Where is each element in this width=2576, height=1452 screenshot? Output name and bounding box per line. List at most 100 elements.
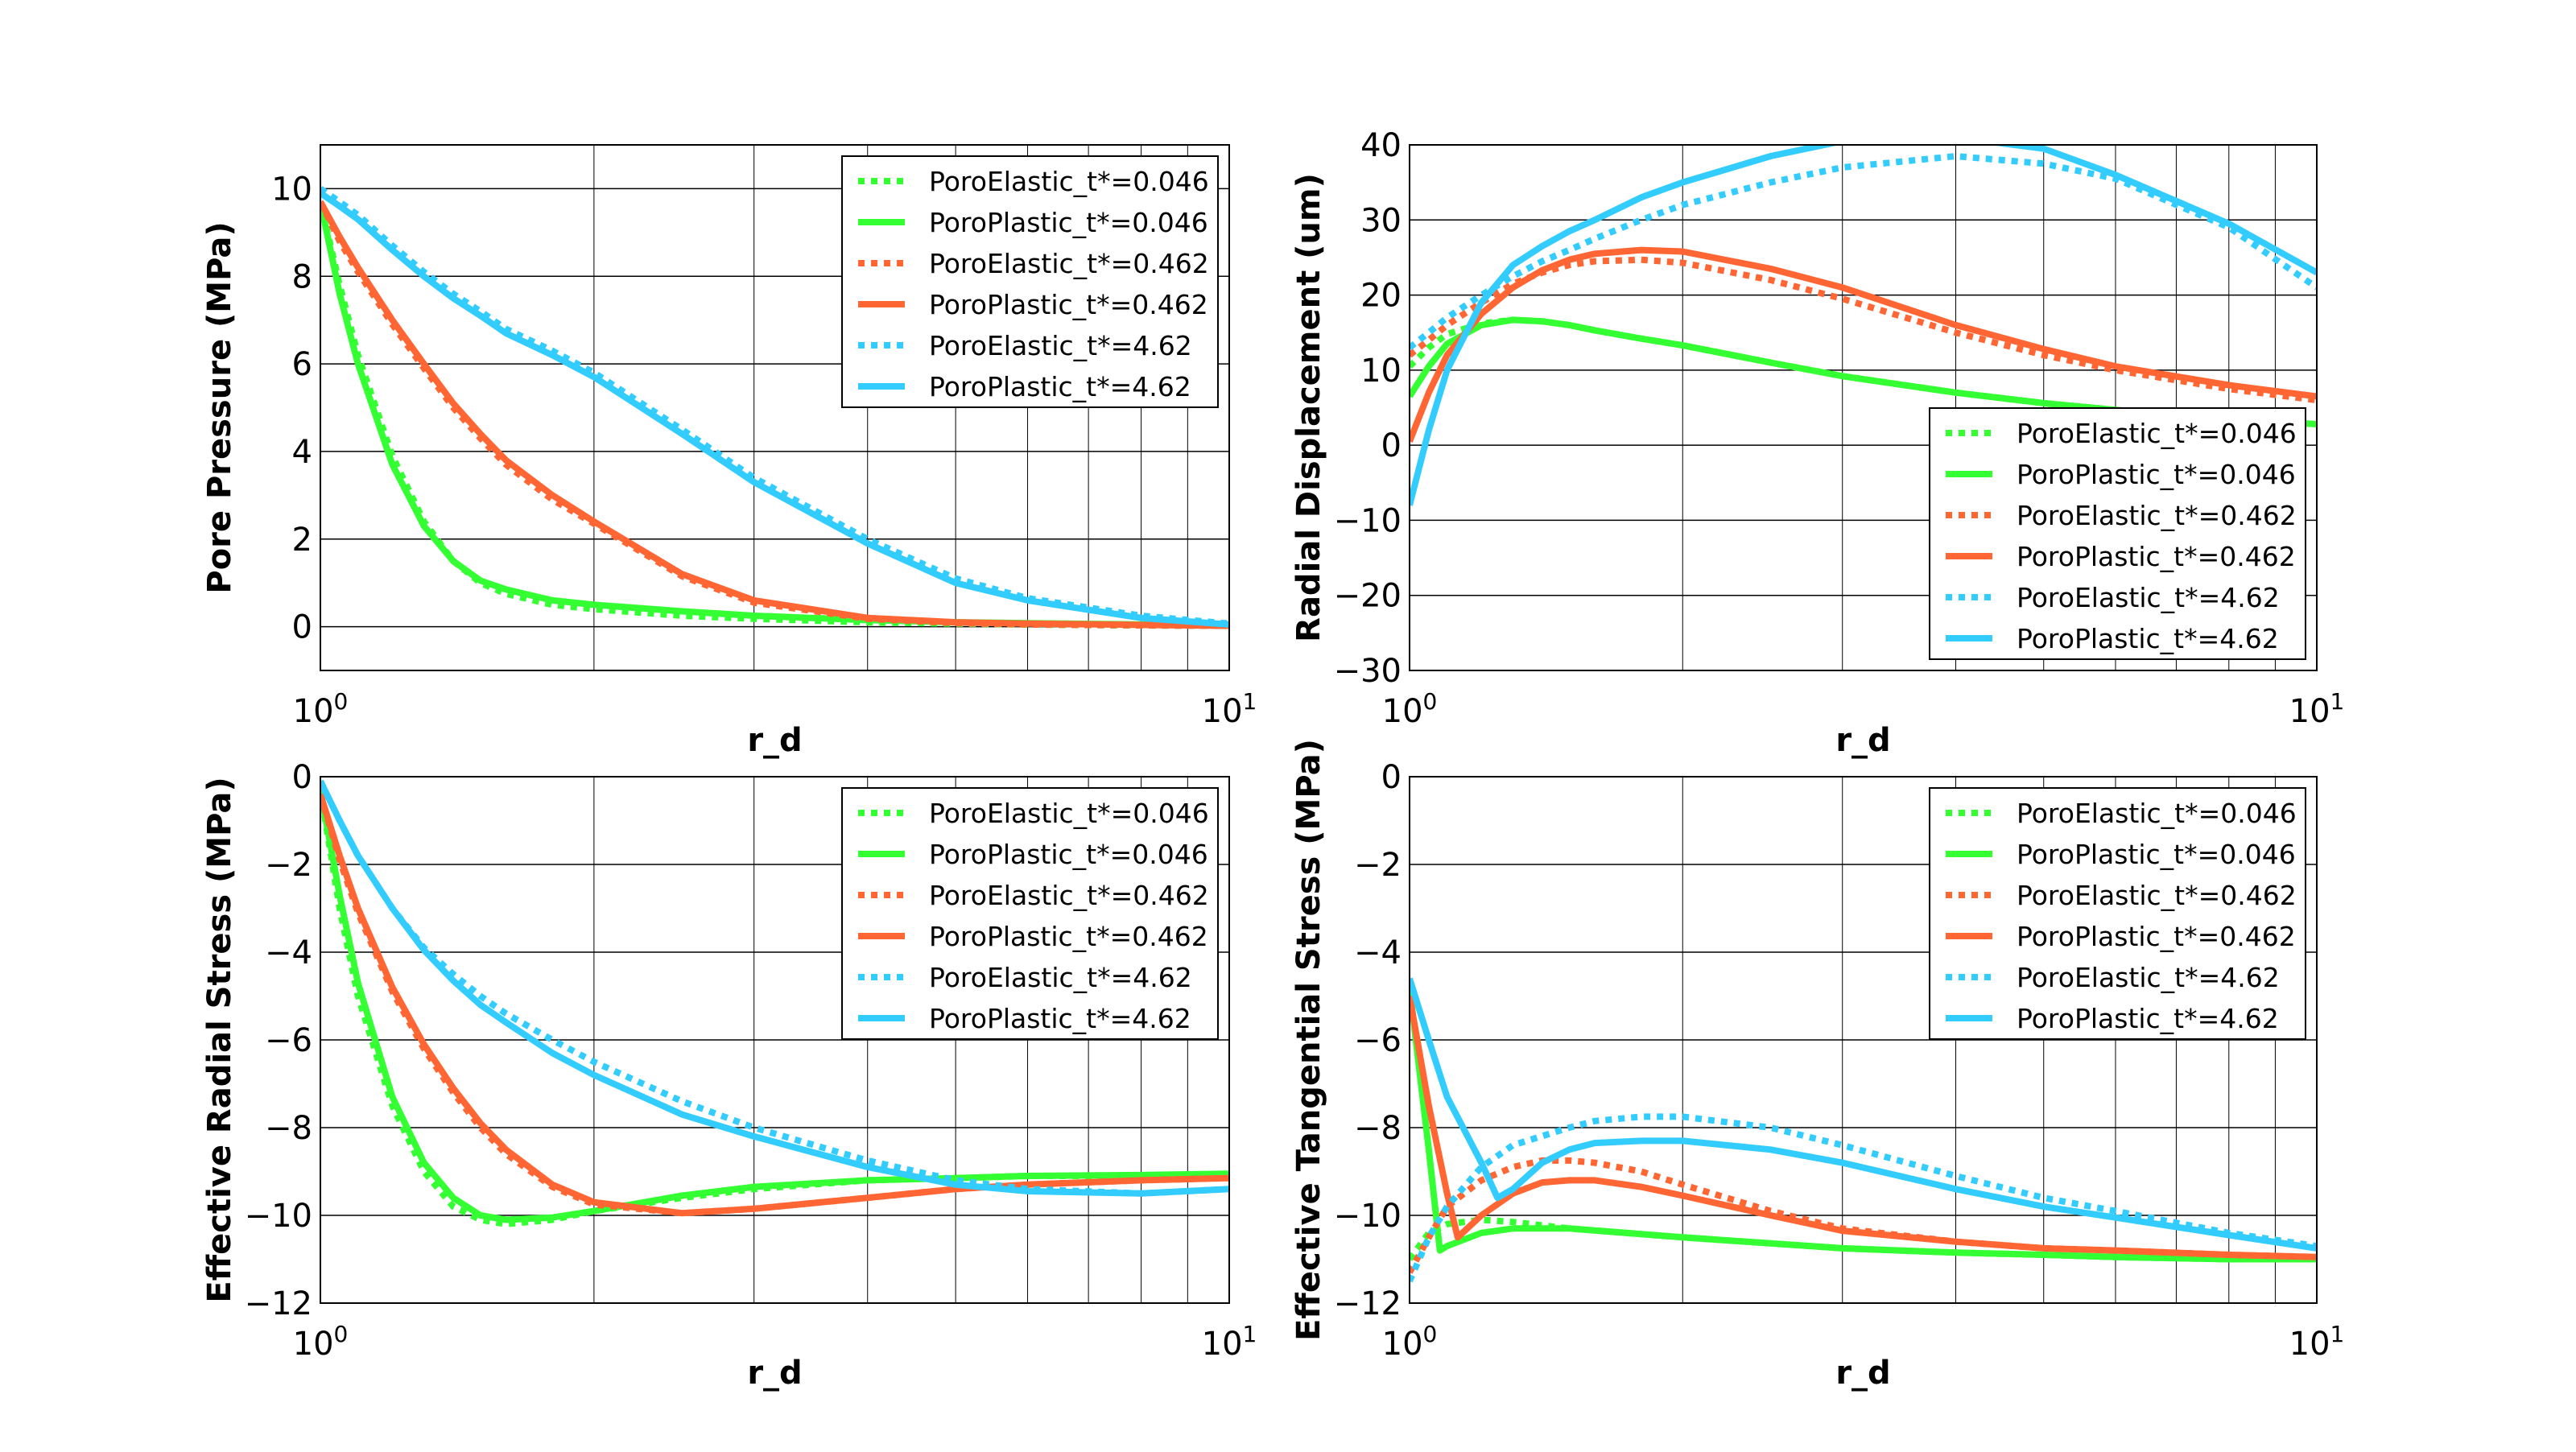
series-line-poroelastic-t-0-462: [1410, 1157, 2317, 1274]
legend-label: PoroElastic_t*=0.462: [929, 880, 1209, 911]
series-line-poroplastic-t-4-62: [320, 190, 1229, 628]
legend-label: PoroPlastic_t*=4.62: [2017, 623, 2279, 654]
series-line-poroplastic-t-0-046: [1410, 987, 2317, 1263]
legend-item: PoroElastic_t*=0.462: [858, 248, 1209, 279]
legend-label: PoroElastic_t*=0.046: [2017, 798, 2297, 829]
legend: PoroElastic_t*=0.046 PoroPlastic_t*=0.046…: [841, 155, 1219, 408]
legend-label: PoroElastic_t*=4.62: [929, 962, 1192, 993]
y-tick-label: 30: [1360, 202, 1402, 239]
x-tick-exponent: 0: [334, 688, 349, 715]
series-line-poroplastic-t-0-046: [320, 789, 1229, 1223]
x-tick-base: 10: [2289, 693, 2330, 730]
y-tick-label: −12: [245, 1285, 312, 1322]
legend-item: PoroElastic_t*=0.046: [1946, 798, 2297, 829]
y-tick-label: −6: [1354, 1022, 1402, 1059]
y-tick-label: 0: [1381, 759, 1402, 796]
legend-label: PoroElastic_t*=0.462: [929, 248, 1209, 279]
x-tick-label: 101: [1202, 1321, 1257, 1363]
legend: PoroElastic_t*=0.046 PoroPlastic_t*=0.046…: [1929, 787, 2306, 1040]
axes-frame: [320, 144, 1230, 671]
legend-label: PoroPlastic_t*=0.046: [2017, 459, 2296, 490]
legend-label: PoroPlastic_t*=0.462: [929, 921, 1208, 952]
x-tick-label: 100: [293, 688, 349, 730]
x-tick-exponent: 1: [2330, 1321, 2345, 1347]
y-tick-label: −20: [1334, 578, 1402, 615]
legend-item: PoroPlastic_t*=4.62: [1946, 623, 2279, 654]
series-line-poroelastic-t-0-462: [1410, 256, 2317, 404]
y-tick-label: −12: [1334, 1285, 1402, 1322]
legend-label: PoroPlastic_t*=4.62: [929, 1003, 1191, 1034]
x-axis-label: r_d: [747, 1355, 802, 1392]
y-tick-label: 10: [1360, 353, 1402, 390]
legend-item: PoroElastic_t*=4.62: [858, 330, 1192, 361]
y-tick-label: 0: [1381, 427, 1402, 464]
y-tick-label: −10: [1334, 502, 1402, 539]
series-group: [1410, 145, 2317, 506]
legend-item: PoroElastic_t*=0.462: [858, 880, 1209, 911]
legend-label: PoroPlastic_t*=0.462: [929, 289, 1208, 320]
legend-frame: [1929, 787, 2306, 1040]
y-tick-label: 40: [1360, 127, 1402, 164]
x-tick-exponent: 1: [1243, 688, 1257, 715]
x-tick-label: 101: [1202, 688, 1257, 730]
y-tick-label: −30: [1334, 653, 1402, 690]
legend-item: PoroPlastic_t*=0.046: [858, 839, 1208, 870]
legend-label: PoroPlastic_t*=4.62: [2017, 1003, 2279, 1034]
y-tick-label: 2: [292, 522, 312, 559]
y-tick-label: −2: [1354, 847, 1402, 884]
y-tick-label: −10: [1334, 1198, 1402, 1235]
axes-frame: [1409, 776, 2318, 1304]
legend-item: PoroElastic_t*=0.046: [1946, 418, 2297, 449]
x-tick-base: 10: [1382, 1326, 1423, 1363]
x-tick-exponent: 0: [1423, 1321, 1438, 1347]
series-line-poroplastic-t-4-62: [1410, 145, 2317, 506]
legend: PoroElastic_t*=0.046 PoroPlastic_t*=0.046…: [841, 787, 1219, 1040]
x-tick-exponent: 1: [1243, 1321, 1257, 1347]
x-tick-exponent: 0: [1423, 688, 1438, 715]
y-tick-label: 0: [292, 759, 312, 796]
x-tick-base: 10: [1202, 1326, 1243, 1363]
legend-label: PoroElastic_t*=0.462: [2017, 500, 2297, 531]
series-group: [1410, 977, 2317, 1283]
x-tick-exponent: 0: [334, 1321, 349, 1347]
y-axis-label: Radial Displacement (um): [1290, 173, 1327, 642]
x-axis-label: r_d: [747, 722, 802, 759]
legend-item: PoroPlastic_t*=4.62: [1946, 1003, 2279, 1034]
legend-label: PoroElastic_t*=0.046: [2017, 418, 2297, 449]
legend-item: PoroPlastic_t*=4.62: [858, 371, 1191, 402]
legend-label: PoroPlastic_t*=0.046: [929, 839, 1208, 870]
y-tick-label: 6: [292, 346, 312, 383]
legend-label: PoroElastic_t*=0.046: [929, 166, 1209, 197]
x-tick-base: 10: [1382, 693, 1423, 730]
legend-item: PoroElastic_t*=0.046: [858, 798, 1209, 829]
legend-item: PoroPlastic_t*=0.462: [1946, 541, 2296, 572]
axes-frame: [320, 776, 1230, 1304]
y-tick-label: −10: [245, 1198, 312, 1235]
x-tick-label: 100: [1382, 1321, 1438, 1363]
y-tick-label: −8: [265, 1110, 312, 1147]
x-tick-label: 101: [2289, 688, 2345, 730]
legend-label: PoroPlastic_t*=0.462: [2017, 541, 2296, 572]
y-tick-label: 20: [1360, 278, 1402, 315]
y-tick-label: 4: [292, 434, 312, 471]
legend-item: PoroPlastic_t*=0.462: [1946, 921, 2296, 952]
series-line-poroplastic-t-4-62: [320, 779, 1229, 1197]
series-group: [320, 779, 1229, 1227]
x-axis-label: r_d: [1835, 1355, 1890, 1392]
y-axis-label: Effective Radial Stress (MPa): [201, 777, 238, 1302]
legend-frame: [1929, 407, 2306, 660]
legend-item: PoroPlastic_t*=0.046: [858, 207, 1208, 238]
legend-frame: [841, 787, 1219, 1040]
legend-label: PoroPlastic_t*=4.62: [929, 371, 1191, 402]
y-tick-label: −2: [265, 847, 312, 884]
x-tick-base: 10: [2289, 1326, 2330, 1363]
legend-label: PoroPlastic_t*=0.046: [929, 207, 1208, 238]
legend-label: PoroElastic_t*=0.046: [929, 798, 1209, 829]
series-group: [320, 186, 1229, 629]
x-tick-label: 100: [293, 1321, 349, 1363]
x-tick-label: 100: [1382, 688, 1438, 730]
legend-item: PoroElastic_t*=0.462: [1946, 500, 2297, 531]
